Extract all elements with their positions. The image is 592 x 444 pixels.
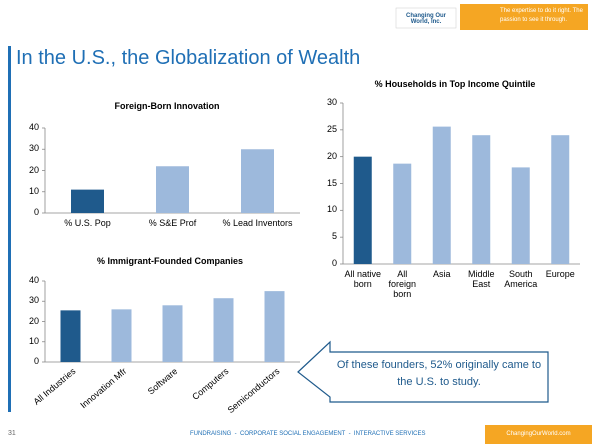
left-rule xyxy=(8,46,11,412)
y-tick-label: 10 xyxy=(326,204,337,215)
logo: Changing Our World, Inc. xyxy=(406,13,446,25)
bar xyxy=(60,310,81,362)
y-tick-label: 0 xyxy=(33,207,39,217)
callout-text: Of these founders, 52% originally came t… xyxy=(336,359,542,388)
bar xyxy=(393,163,412,264)
bar xyxy=(241,149,274,213)
y-tick-label: 40 xyxy=(28,275,39,285)
y-tick-label: 15 xyxy=(326,177,337,188)
bar xyxy=(551,135,570,264)
y-tick-label: 0 xyxy=(331,258,337,268)
y-tick-label: 30 xyxy=(28,295,39,306)
bar xyxy=(353,156,372,264)
x-tick-label: % U.S. Pop xyxy=(64,218,111,228)
logo-box xyxy=(395,7,457,29)
website-box xyxy=(485,425,592,444)
y-tick-label: 20 xyxy=(326,150,337,161)
y-tick-label: 30 xyxy=(28,143,39,154)
y-tick-label: 20 xyxy=(28,315,39,326)
x-tick-label: % Lead Inventors xyxy=(222,218,293,228)
bar xyxy=(156,166,189,213)
website: ChangingOurWorld.com xyxy=(506,431,571,437)
page-number: 31 xyxy=(8,430,16,437)
y-tick-label: 25 xyxy=(326,123,337,134)
y-tick-label: 10 xyxy=(28,185,39,196)
tagline: The expertise to do it right. The passio… xyxy=(500,8,583,23)
chart-title: % Immigrant-Founded Companies xyxy=(96,256,243,266)
x-tick-label: Europe xyxy=(545,269,575,279)
y-tick-label: 20 xyxy=(28,164,39,175)
y-tick-label: 10 xyxy=(28,335,39,346)
bar xyxy=(162,305,183,362)
y-tick-label: 0 xyxy=(33,356,39,366)
tagline-box xyxy=(460,4,588,30)
x-tick-label: South America xyxy=(504,269,538,289)
x-tick-label: All foreign born xyxy=(388,269,417,299)
x-tick-label: Middle East xyxy=(467,269,495,289)
y-tick-label: 40 xyxy=(28,122,39,132)
bar xyxy=(472,135,491,264)
callout-arrow xyxy=(297,340,549,403)
bar xyxy=(111,309,132,362)
bar xyxy=(511,167,530,264)
bar xyxy=(213,298,234,362)
x-tick-label: All native born xyxy=(344,269,382,289)
y-tick-label: 30 xyxy=(326,97,337,107)
chart-title: % Households in Top Income Quintile xyxy=(374,79,536,89)
x-tick-label: % S&E Prof xyxy=(148,218,197,228)
bar xyxy=(264,291,285,362)
slide-title: In the U.S., the Globalization of Wealth xyxy=(16,47,361,69)
bar xyxy=(71,189,104,213)
chart-title: Foreign-Born Innovation xyxy=(114,101,220,111)
bar xyxy=(432,126,451,264)
y-tick-label: 5 xyxy=(331,231,337,242)
x-tick-label: Asia xyxy=(432,269,451,279)
footer: FUNDRAISING - CORPORATE SOCIAL ENGAGEMEN… xyxy=(190,431,426,437)
